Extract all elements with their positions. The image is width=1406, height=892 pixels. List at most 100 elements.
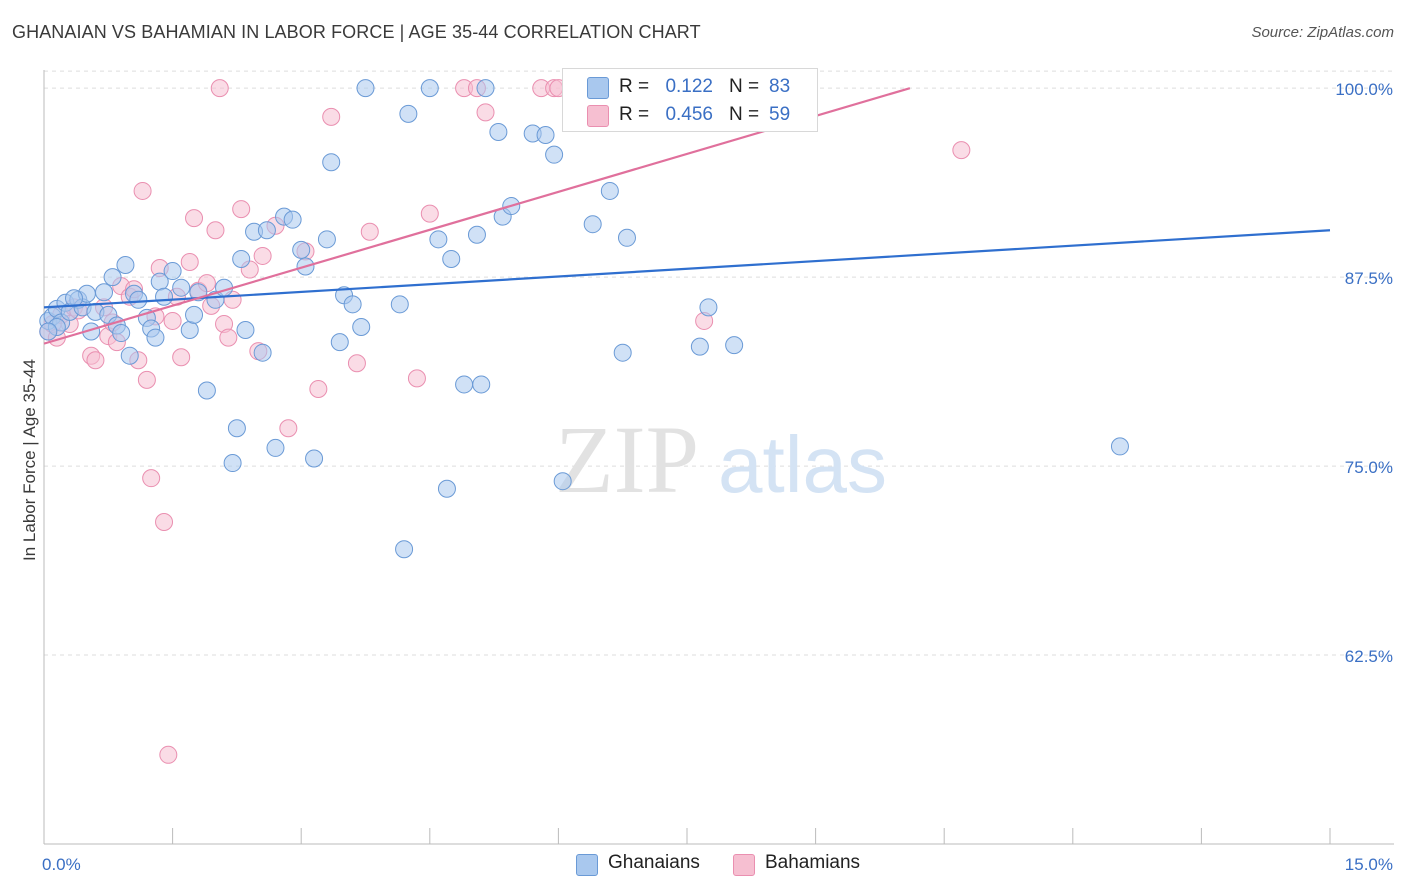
ghanaian-point (257, 221, 276, 240)
ghanaian-point (613, 343, 632, 362)
ghanaian-point (185, 305, 204, 324)
bahamian-point (952, 141, 971, 160)
ghanaian-point (180, 321, 199, 340)
bahamian-point (133, 181, 152, 200)
ghanaian-point (236, 321, 255, 340)
ghanaian-point (232, 249, 251, 268)
legend: R = 0.122 N = 83 R = 0.456 N = 59 (562, 68, 818, 132)
bahamian-point (279, 419, 298, 438)
ghanaian-point (146, 328, 165, 347)
ghanaian-point (112, 324, 131, 343)
ghanaian-point (1110, 437, 1129, 456)
ghanaian-point (103, 268, 122, 287)
y-tick-label: 100.0% (1335, 80, 1393, 99)
bahamian-point (360, 222, 379, 241)
bahamian-point (347, 354, 366, 373)
watermark-atlas: atlas (718, 420, 887, 509)
ghanaian-trend-line (43, 229, 1331, 309)
ghanaian-point (600, 181, 619, 200)
ghanaian-point (472, 375, 491, 394)
legend-swatch-pink (587, 105, 609, 127)
bottom-legend-swatch-pink (733, 854, 755, 876)
ghanaians-points (39, 79, 1129, 559)
ghanaian-point (317, 230, 336, 249)
ghanaian-point (467, 225, 486, 244)
legend-swatch-blue (587, 77, 609, 99)
bottom-legend-label: Bahamians (765, 852, 861, 873)
x-tick-label: 0.0% (42, 855, 81, 874)
bahamian-point (155, 513, 174, 532)
y-tick-label: 87.5% (1345, 269, 1393, 288)
ghanaian-point (356, 79, 375, 98)
ghanaian-point (129, 290, 148, 309)
ghanaian-point (253, 343, 272, 362)
legend-r-label: R = (619, 76, 650, 97)
ghanaian-point (197, 381, 216, 400)
legend-n-label: N = (729, 76, 760, 97)
bottom-legend-label: Ghanaians (608, 852, 700, 873)
ghanaian-point (583, 215, 602, 234)
grid (44, 70, 1394, 656)
ghanaian-point (545, 145, 564, 164)
tick-labels: 62.5% 75.0% 87.5% 100.0% 0.0% 15.0% (42, 80, 1393, 874)
bahamian-point (163, 311, 182, 330)
ghanaian-point (455, 375, 474, 394)
ghanaian-point (155, 287, 174, 306)
y-tick-label: 75.0% (1345, 458, 1393, 477)
bahamian-point (206, 221, 225, 240)
bahamian-point (210, 79, 229, 98)
ghanaian-point (476, 79, 495, 98)
legend-n-label: N = (729, 104, 760, 125)
ghanaian-point (352, 317, 371, 336)
bahamian-point (232, 200, 251, 219)
bahamian-point (219, 328, 238, 347)
bahamian-point (86, 351, 105, 370)
legend-n-value: 83 (769, 76, 791, 97)
bahamian-point (137, 370, 156, 389)
watermark-zip: ZIP (555, 406, 699, 513)
ghanaian-point (292, 240, 311, 259)
ghanaian-point (39, 322, 58, 341)
bahamian-point (407, 369, 426, 388)
ghanaian-point (617, 228, 636, 247)
ghanaian-point (305, 449, 324, 468)
ghanaian-point (553, 472, 572, 491)
bahamian-point (253, 246, 272, 265)
chart-title: GHANAIAN VS BAHAMIAN IN LABOR FORCE | AG… (12, 22, 701, 42)
chart-source: Source: ZipAtlas.com (1251, 24, 1394, 41)
ghanaian-point (399, 104, 418, 123)
ghanaian-point (390, 295, 409, 314)
ghanaian-point (489, 122, 508, 141)
ghanaian-point (442, 249, 461, 268)
ghanaian-point (420, 79, 439, 98)
ghanaian-point (266, 438, 285, 457)
legend-r-value: 0.456 (665, 104, 713, 125)
bahamian-point (420, 204, 439, 223)
ghanaian-point (95, 283, 114, 302)
ghanaian-point (120, 346, 139, 365)
ghanaian-point (725, 336, 744, 355)
bottom-legend-swatch-blue (576, 854, 598, 876)
ghanaian-point (536, 126, 555, 145)
ghanaian-point (395, 540, 414, 559)
ghanaian-point (172, 278, 191, 297)
ghanaian-point (283, 210, 302, 229)
ghanaian-point (322, 153, 341, 172)
bahamian-point (180, 252, 199, 271)
legend-r-value: 0.122 (665, 76, 713, 97)
ghanaian-point (343, 295, 362, 314)
ghanaian-point (223, 454, 242, 473)
bahamian-point (142, 469, 161, 488)
legend-row-bahamians: R = 0.456 N = 59 (563, 101, 817, 129)
ghanaian-point (227, 419, 246, 438)
ghanaian-point (116, 256, 135, 275)
axes (43, 70, 1394, 845)
ghanaian-point (690, 337, 709, 356)
ghanaian-point (699, 298, 718, 317)
legend-row-ghanaians: R = 0.122 N = 83 (563, 73, 817, 101)
legend-n-value: 59 (769, 104, 791, 125)
ghanaian-point (163, 262, 182, 281)
bahamian-point (309, 379, 328, 398)
ghanaian-point (429, 230, 448, 249)
bahamian-point (159, 745, 178, 764)
